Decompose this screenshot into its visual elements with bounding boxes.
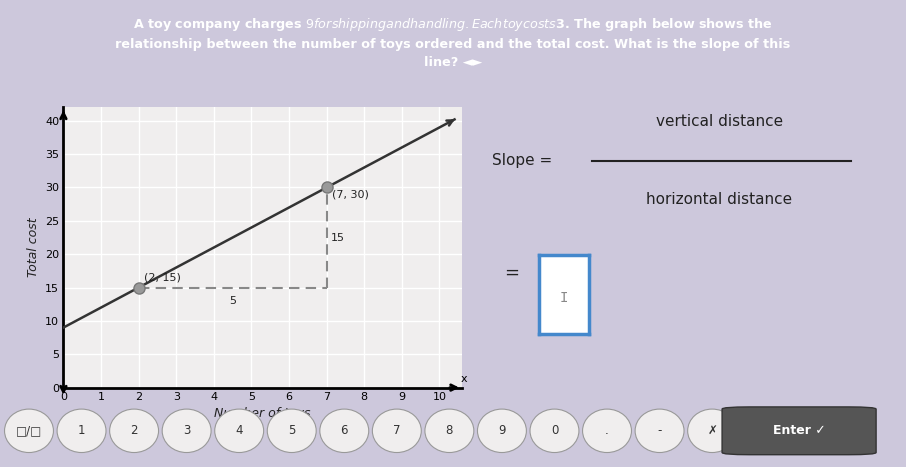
Text: horizontal distance: horizontal distance — [646, 192, 793, 207]
Text: 9: 9 — [498, 425, 506, 437]
Text: Slope =: Slope = — [492, 153, 553, 168]
Y-axis label: Total cost: Total cost — [26, 218, 40, 277]
Ellipse shape — [688, 409, 737, 453]
Ellipse shape — [267, 409, 316, 453]
Text: 5: 5 — [288, 425, 295, 437]
Ellipse shape — [320, 409, 369, 453]
Ellipse shape — [5, 409, 53, 453]
Ellipse shape — [372, 409, 421, 453]
Text: =: = — [505, 263, 519, 282]
Ellipse shape — [477, 409, 526, 453]
Text: .: . — [605, 425, 609, 437]
Ellipse shape — [425, 409, 474, 453]
Text: ✗: ✗ — [708, 425, 717, 437]
Ellipse shape — [57, 409, 106, 453]
Text: x: x — [460, 374, 467, 384]
Ellipse shape — [530, 409, 579, 453]
Text: □/□: □/□ — [16, 425, 42, 437]
Text: 3: 3 — [183, 425, 190, 437]
Ellipse shape — [162, 409, 211, 453]
Text: 8: 8 — [446, 425, 453, 437]
FancyBboxPatch shape — [722, 407, 876, 455]
Text: I: I — [560, 291, 568, 305]
Text: 15: 15 — [332, 233, 345, 242]
Text: (2, 15): (2, 15) — [144, 273, 181, 283]
Text: (7, 30): (7, 30) — [333, 190, 369, 199]
Text: 7: 7 — [393, 425, 400, 437]
Text: Enter ✓: Enter ✓ — [773, 425, 825, 437]
Text: -: - — [658, 425, 661, 437]
Ellipse shape — [110, 409, 159, 453]
Ellipse shape — [583, 409, 631, 453]
X-axis label: Number of toys: Number of toys — [215, 407, 311, 420]
Text: 2: 2 — [130, 425, 138, 437]
Text: 1: 1 — [78, 425, 85, 437]
Text: 5: 5 — [229, 296, 236, 306]
Ellipse shape — [215, 409, 264, 453]
Text: vertical distance: vertical distance — [656, 114, 783, 129]
Ellipse shape — [635, 409, 684, 453]
Text: A toy company charges $9 for shipping and handling. Each toy costs $3. The graph: A toy company charges $9 for shipping an… — [115, 15, 791, 69]
Text: 4: 4 — [236, 425, 243, 437]
Text: 0: 0 — [551, 425, 558, 437]
Text: 6: 6 — [341, 425, 348, 437]
